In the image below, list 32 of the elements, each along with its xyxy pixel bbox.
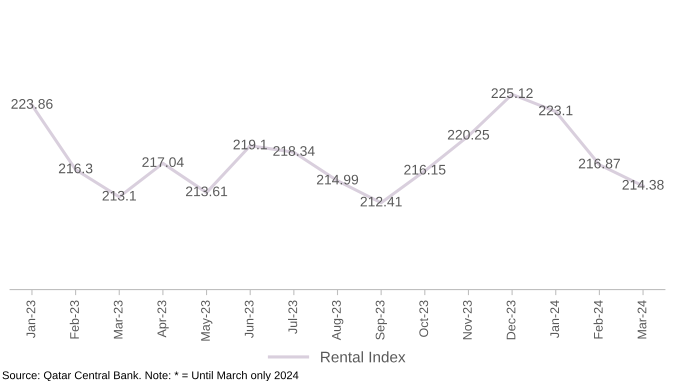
- data-label: 216.87: [578, 158, 620, 168]
- data-label: 223.1: [539, 106, 572, 116]
- x-tick-label: May-23: [201, 300, 212, 341]
- x-tick-label: Nov-23: [462, 300, 472, 340]
- x-tick-label: Oct-23: [419, 300, 428, 337]
- data-label: 217.04: [142, 157, 184, 168]
- x-tick-label: Mar-23: [114, 300, 123, 339]
- x-tick-label: Aug-23: [332, 300, 344, 340]
- x-tick-label: Feb-24: [594, 300, 603, 339]
- data-label: 216.3: [58, 164, 92, 174]
- data-label: 225.12: [492, 88, 533, 98]
- legend-label: Rental Index: [321, 351, 406, 362]
- data-label: 220.25: [448, 130, 490, 140]
- source-note: Source: Qatar Central Bank. Note: * = Until March only 2024: [2, 371, 298, 381]
- x-tick-label: Jan-23: [26, 300, 36, 338]
- data-label: 213.1: [102, 190, 136, 201]
- data-label: 214.38: [622, 180, 664, 190]
- x-tick-label: Jan-24: [550, 300, 560, 338]
- data-label: 219.1: [234, 140, 267, 150]
- x-tick-label: Dec-23: [506, 300, 516, 340]
- x-tick-label: Apr-23: [157, 300, 169, 338]
- data-label: 216.15: [404, 164, 446, 175]
- data-label: 218.34: [273, 146, 315, 156]
- x-tick-label: Jul-23: [288, 300, 298, 334]
- x-tick-label: Jun-23: [244, 300, 254, 338]
- data-label: 212.41: [360, 196, 402, 206]
- data-label: 214.99: [316, 174, 358, 185]
- data-label: 223.86: [11, 99, 53, 109]
- x-tick-label: Mar-24: [638, 300, 646, 339]
- data-label: 213.61: [186, 186, 228, 196]
- x-tick-label: Feb-23: [70, 300, 79, 339]
- x-tick-label: Sep-23: [376, 300, 387, 340]
